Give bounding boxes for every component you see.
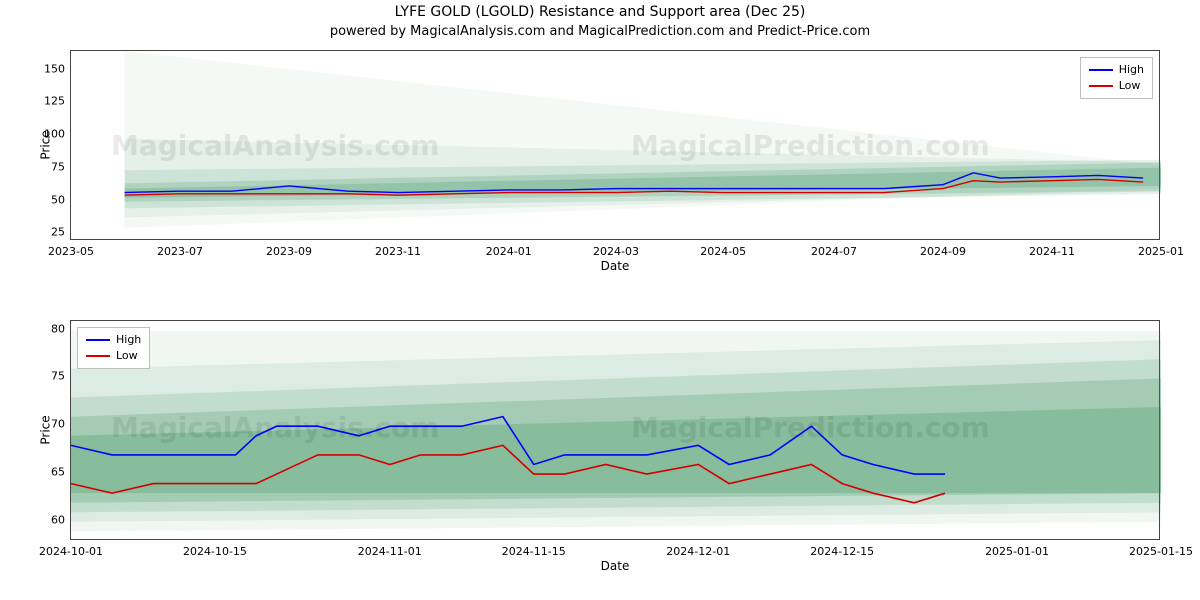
xtick: 2024-12-01	[666, 545, 730, 558]
ytick: 150	[44, 62, 65, 75]
xtick: 2024-01	[486, 245, 532, 258]
ytick: 75	[51, 160, 65, 173]
xtick: 2025-01-15	[1129, 545, 1193, 558]
xtick: 2024-11	[1029, 245, 1075, 258]
xlabel-bottom: Date	[601, 559, 630, 573]
xtick: 2024-07	[811, 245, 857, 258]
legend-swatch-high	[1089, 69, 1113, 71]
ytick: 60	[51, 513, 65, 526]
legend-row-low: Low	[1089, 78, 1144, 94]
figure: LYFE GOLD (LGOLD) Resistance and Support…	[0, 0, 1200, 600]
ytick: 80	[51, 322, 65, 335]
xtick: 2023-09	[266, 245, 312, 258]
ytick: 65	[51, 466, 65, 479]
legend-row-low-b: Low	[86, 348, 141, 364]
legend-label-low-b: Low	[116, 348, 138, 364]
chart-panel-top: Price Date High Low MagicalAnalysis.com …	[70, 50, 1160, 240]
xtick: 2023-11	[375, 245, 421, 258]
legend-swatch-low-b	[86, 355, 110, 357]
chart-bottom-svg	[71, 321, 1161, 541]
xtick: 2025-01	[1138, 245, 1184, 258]
chart-top-svg	[71, 51, 1161, 241]
figure-subtitle: powered by MagicalAnalysis.com and Magic…	[0, 24, 1200, 39]
ytick: 25	[51, 226, 65, 239]
ytick: 125	[44, 95, 65, 108]
xlabel-top: Date	[601, 259, 630, 273]
xtick: 2024-03	[593, 245, 639, 258]
legend-row-high-b: High	[86, 332, 141, 348]
ytick: 100	[44, 128, 65, 141]
legend-label-low: Low	[1119, 78, 1141, 94]
ytick: 50	[51, 193, 65, 206]
chart-panel-bottom: Price Date High Low MagicalAnalysis.com …	[70, 320, 1160, 540]
xtick: 2024-12-15	[810, 545, 874, 558]
legend-row-high: High	[1089, 62, 1144, 78]
ytick: 75	[51, 370, 65, 383]
xtick: 2023-07	[157, 245, 203, 258]
xtick: 2025-01-01	[985, 545, 1049, 558]
legend-swatch-low	[1089, 85, 1113, 87]
legend-label-high: High	[1119, 62, 1144, 78]
xtick: 2024-09	[920, 245, 966, 258]
legend-bottom: High Low	[77, 327, 150, 369]
xtick: 2023-05	[48, 245, 94, 258]
figure-suptitle: LYFE GOLD (LGOLD) Resistance and Support…	[0, 4, 1200, 20]
legend-swatch-high-b	[86, 339, 110, 341]
xtick: 2024-11-01	[358, 545, 422, 558]
xtick: 2024-05	[700, 245, 746, 258]
legend-label-high-b: High	[116, 332, 141, 348]
xtick: 2024-10-01	[39, 545, 103, 558]
xtick: 2024-11-15	[502, 545, 566, 558]
ytick: 70	[51, 418, 65, 431]
xtick: 2024-10-15	[183, 545, 247, 558]
legend-top: High Low	[1080, 57, 1153, 99]
